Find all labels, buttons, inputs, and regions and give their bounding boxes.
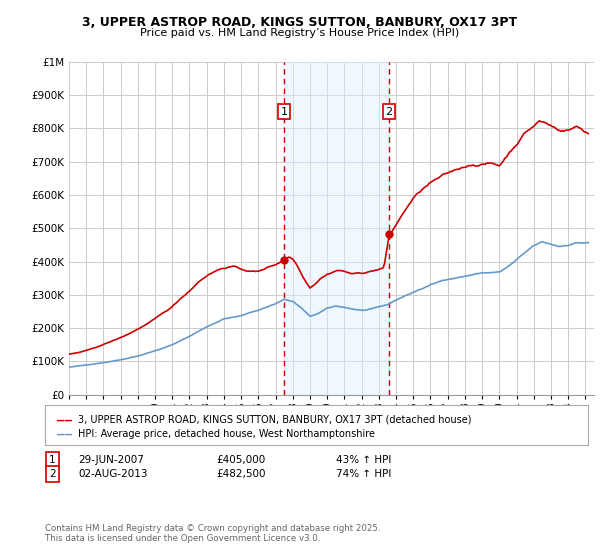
Text: 1: 1 [49, 455, 56, 465]
Text: This data is licensed under the Open Government Licence v3.0.: This data is licensed under the Open Gov… [45, 534, 320, 543]
Text: ——: —— [57, 413, 72, 427]
Text: 29-JUN-2007: 29-JUN-2007 [78, 455, 144, 465]
Bar [284, 62, 389, 395]
Text: 43% ↑ HPI: 43% ↑ HPI [336, 455, 391, 465]
Text: Price paid vs. HM Land Registry’s House Price Index (HPI): Price paid vs. HM Land Registry’s House … [140, 28, 460, 38]
Text: 2: 2 [385, 106, 392, 116]
Text: 3, UPPER ASTROP ROAD, KINGS SUTTON, BANBURY, OX17 3PT: 3, UPPER ASTROP ROAD, KINGS SUTTON, BANB… [82, 16, 518, 29]
Text: £482,500: £482,500 [216, 469, 265, 479]
Text: 1: 1 [281, 106, 287, 116]
Text: 02-AUG-2013: 02-AUG-2013 [78, 469, 148, 479]
Text: 2: 2 [49, 469, 56, 479]
Text: £405,000: £405,000 [216, 455, 265, 465]
Text: ——: —— [57, 427, 72, 441]
Text: 3, UPPER ASTROP ROAD, KINGS SUTTON, BANBURY, OX17 3PT (detached house): 3, UPPER ASTROP ROAD, KINGS SUTTON, BANB… [78, 415, 472, 425]
Text: Contains HM Land Registry data © Crown copyright and database right 2025.: Contains HM Land Registry data © Crown c… [45, 524, 380, 533]
Text: 74% ↑ HPI: 74% ↑ HPI [336, 469, 391, 479]
Text: HPI: Average price, detached house, West Northamptonshire: HPI: Average price, detached house, West… [78, 429, 375, 439]
